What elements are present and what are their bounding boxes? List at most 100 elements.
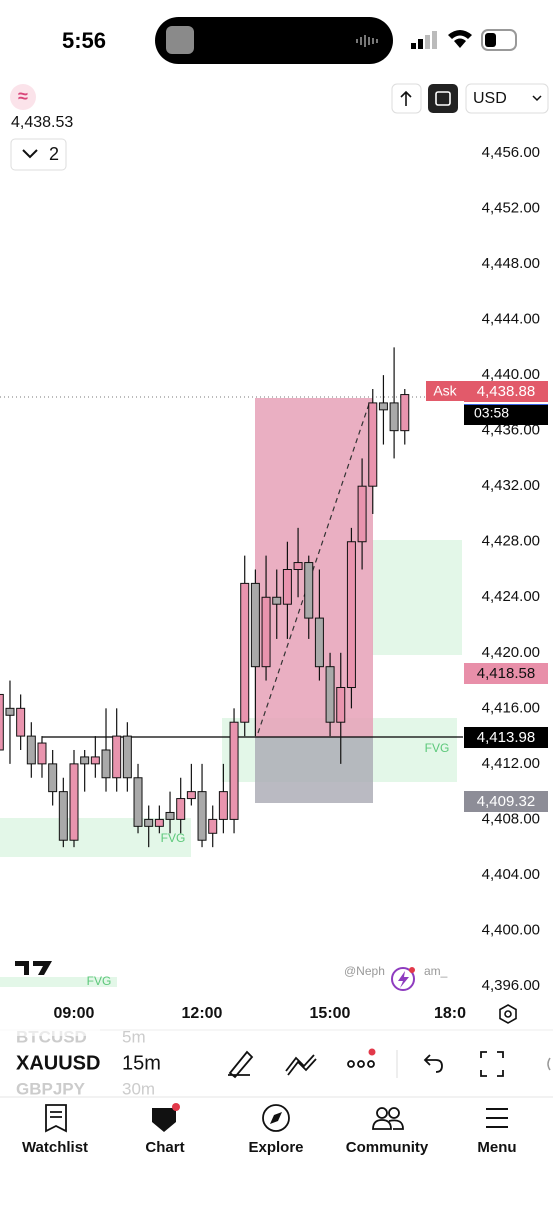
- candle-body: [218, 791, 228, 820]
- indicator-toggle[interactable]: [10, 138, 67, 171]
- candle-body: [400, 394, 410, 432]
- candle-body: [261, 596, 271, 668]
- undo-button[interactable]: [423, 1054, 443, 1073]
- chevron-icon: [532, 95, 542, 102]
- currency: USD: [473, 90, 507, 107]
- tab[interactable]: Explore: [248, 1104, 304, 1156]
- candle-body: [176, 798, 186, 820]
- tab-label: Watchlist: [22, 1139, 88, 1156]
- tab[interactable]: Community: [346, 1107, 429, 1156]
- candle-body: [272, 596, 282, 605]
- price-label: 4,456.00: [482, 144, 540, 161]
- candle-body: [122, 735, 132, 779]
- more-arrow: [547, 1057, 551, 1071]
- candle-body: [197, 791, 207, 841]
- interval[interactable]: 5m: [122, 1027, 146, 1046]
- island-wave: [356, 35, 378, 47]
- battery-level: [485, 33, 496, 47]
- tab-label: Explore: [248, 1139, 303, 1156]
- stop-price: 4,409.32: [477, 793, 535, 810]
- tab-label: Menu: [477, 1139, 516, 1156]
- watermark: @Neph: [344, 964, 385, 978]
- candle-body: [304, 562, 314, 619]
- candle-body: [282, 569, 292, 605]
- settings-icon[interactable]: [499, 1004, 517, 1024]
- target-tag: [464, 663, 548, 684]
- ask-tag: [464, 381, 548, 402]
- fvg-zone: [0, 977, 117, 987]
- candle-body: [336, 687, 346, 723]
- target-price: 4,418.58: [477, 665, 535, 682]
- tab[interactable]: Watchlist: [22, 1104, 88, 1156]
- fade: [0, 1028, 100, 1036]
- candle-body: [90, 756, 100, 765]
- countdown-tag: [464, 405, 548, 425]
- candle-body: [165, 811, 175, 820]
- symbol[interactable]: XAUUSD: [16, 1052, 100, 1074]
- zone-label: FVG: [425, 741, 450, 755]
- ask-label: Ask: [433, 383, 457, 399]
- pattern-tool[interactable]: [285, 1054, 317, 1076]
- candle-body: [37, 742, 47, 765]
- interval[interactable]: 15m: [122, 1052, 161, 1074]
- candle-body: [112, 735, 122, 779]
- symbol[interactable]: GBPJPY: [16, 1079, 86, 1098]
- chart-icon: [152, 1108, 176, 1132]
- notify-dot: [172, 1103, 180, 1111]
- explore-icon: [262, 1104, 290, 1132]
- candle-body: [293, 562, 303, 571]
- more-tool[interactable]: [347, 1060, 375, 1068]
- fullscreen-button[interactable]: [480, 1051, 504, 1077]
- zone-label: FVG: [161, 831, 186, 845]
- candle-body: [154, 818, 164, 827]
- candle-body: [314, 617, 324, 668]
- candle-body: [80, 756, 90, 765]
- fit-button[interactable]: [428, 84, 458, 113]
- candle-body: [240, 582, 250, 723]
- notify-dot: [409, 967, 415, 973]
- last-price: 4,438.53: [11, 114, 73, 131]
- ask-label-bg: [426, 381, 464, 401]
- watchlist-icon: [45, 1104, 67, 1133]
- signal-icon: [411, 31, 437, 49]
- price-label: 4,424.00: [482, 588, 540, 605]
- candle-body: [5, 707, 15, 716]
- drawings: [0, 396, 463, 987]
- fvg-zone: [372, 540, 462, 655]
- island-art: [166, 26, 194, 54]
- price-label: 4,428.00: [482, 533, 540, 550]
- draw-tool[interactable]: [228, 1050, 254, 1079]
- tab[interactable]: Menu: [477, 1108, 517, 1156]
- zone-label: FVG: [87, 974, 112, 988]
- candles: [0, 347, 410, 848]
- price-label: 4,412.00: [482, 755, 540, 772]
- fit-icon: [435, 91, 451, 106]
- price-label: 4,408.00: [482, 810, 540, 827]
- interval[interactable]: 30m: [122, 1079, 155, 1098]
- candle-body: [101, 749, 111, 779]
- candle-body: [144, 818, 154, 827]
- candle-body: [250, 582, 260, 668]
- candle-body: [208, 818, 218, 834]
- dynamic-island: [155, 17, 393, 64]
- price-label: 4,444.00: [482, 311, 540, 328]
- tv-logo: [15, 961, 52, 975]
- loss-zone: [255, 737, 373, 803]
- tab[interactable]: Chart: [145, 1103, 185, 1156]
- notify-dot: [368, 1048, 376, 1056]
- candle-body: [69, 763, 79, 841]
- time-label: 15:00: [310, 1005, 351, 1022]
- candle-body: [378, 402, 388, 411]
- currency-select[interactable]: [465, 83, 549, 114]
- compass-needle: [270, 1112, 282, 1124]
- arrow-icon: [400, 90, 412, 106]
- symbol-logo-text: ≈: [18, 86, 28, 106]
- last-tag-price: 4,413.98: [477, 729, 535, 746]
- candle-body: [48, 763, 58, 793]
- ask-price: 4,438.88: [477, 383, 535, 400]
- countdown: 03:58: [474, 405, 509, 421]
- last-tag: [464, 727, 548, 748]
- price-label: 4,432.00: [482, 477, 540, 494]
- indicator-count: 2: [49, 144, 59, 164]
